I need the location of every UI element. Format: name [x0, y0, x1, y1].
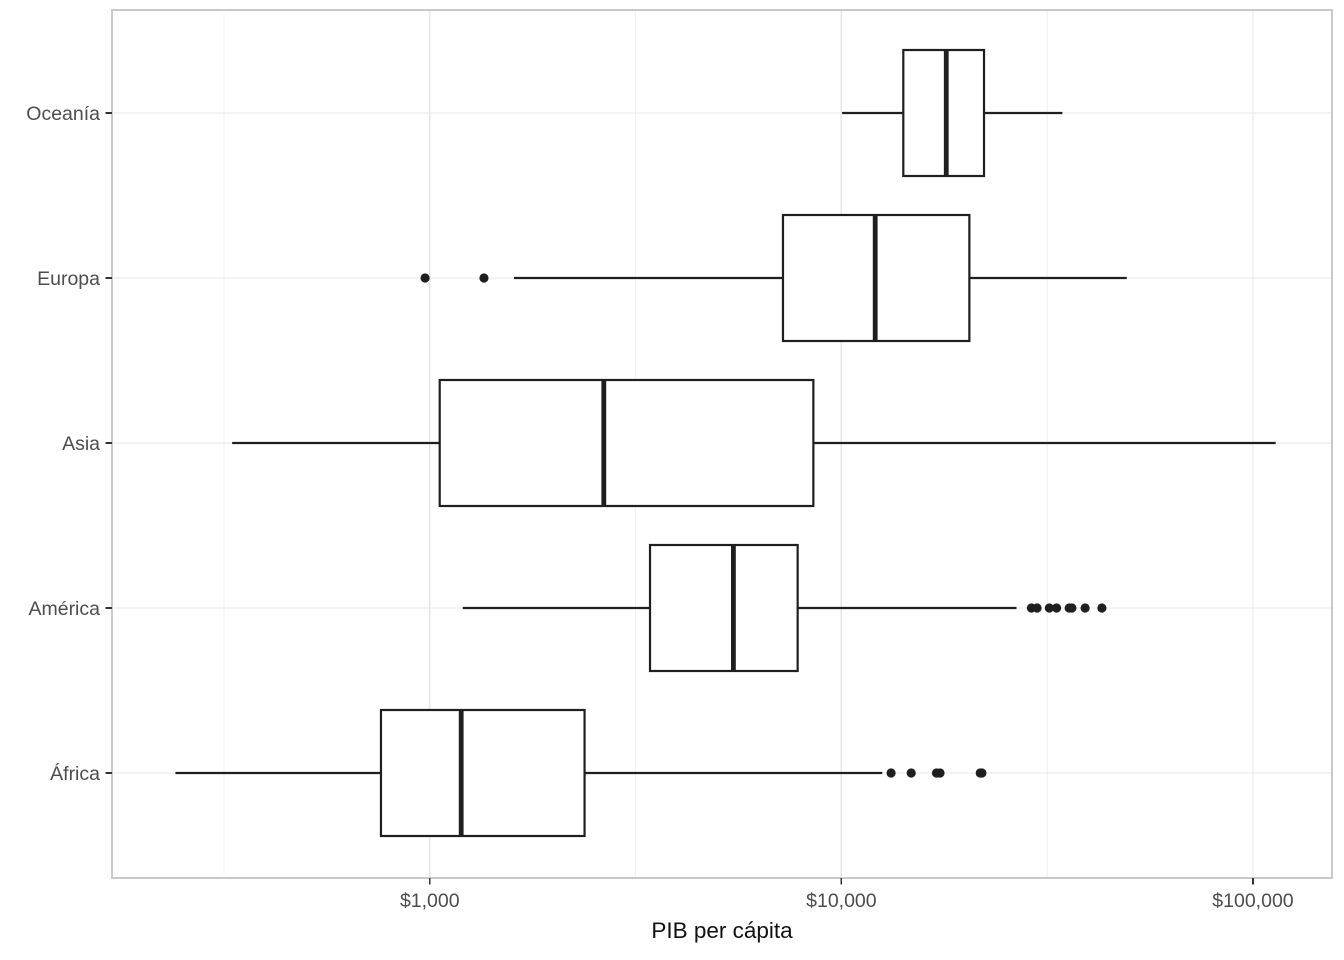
outlier-point: [977, 768, 987, 778]
outlier-point: [1044, 603, 1054, 613]
x-tick-label: $1,000: [400, 890, 460, 912]
outlier-point: [1097, 603, 1107, 613]
boxplot-box: [648, 543, 799, 673]
outlier-point: [420, 273, 430, 283]
x-axis: $1,000 $10,000 $100,000: [400, 878, 1294, 912]
outlier-point: [1051, 603, 1062, 613]
outlier-point: [1032, 603, 1042, 613]
panel-border: [111, 9, 1333, 879]
boxplot-box: [902, 48, 986, 178]
y-tick-label: Asia: [62, 433, 100, 455]
x-tick-label: $100,000: [1212, 890, 1293, 912]
boxplot-box: [379, 708, 586, 838]
outlier-point: [906, 768, 916, 778]
x-tick-label: $10,000: [806, 890, 877, 912]
outlier-point: [1080, 603, 1090, 613]
outlier-point: [886, 768, 896, 778]
boxplot-box: [438, 378, 815, 508]
y-tick-label: África: [50, 762, 100, 785]
outlier-point: [935, 768, 945, 778]
y-tick-label: América: [28, 598, 100, 620]
boxplot-series: [175, 48, 1276, 838]
outlier-point: [479, 273, 489, 283]
panel-border-rect: [111, 9, 1333, 879]
x-axis-title: PIB per cápita: [651, 918, 793, 943]
y-axis: Oceanía Europa Asia América África: [26, 103, 112, 785]
y-tick-label: Europa: [37, 268, 100, 290]
outlier-point: [1067, 603, 1077, 613]
y-tick-label: Oceanía: [26, 103, 100, 125]
